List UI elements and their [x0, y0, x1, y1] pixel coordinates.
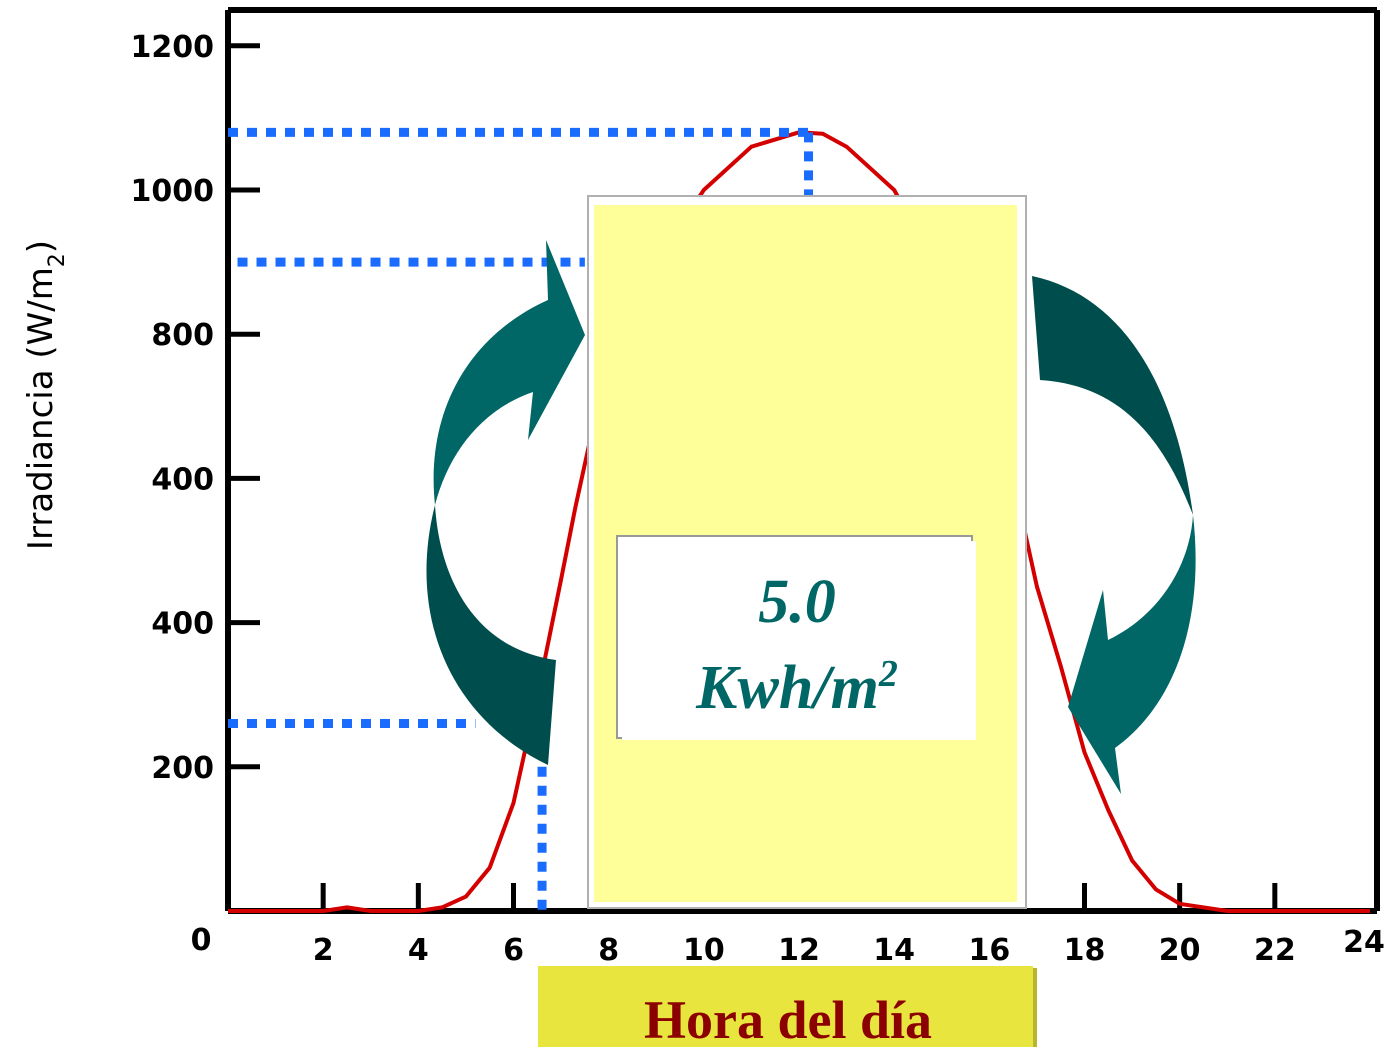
- y-axis-title-end: ): [21, 240, 61, 253]
- x-tick-label: 14: [873, 933, 915, 968]
- y-axis-title-sub: 2: [45, 253, 70, 267]
- x-tick-label: 18: [1064, 933, 1106, 968]
- x-axis-title: Hora del día: [644, 990, 932, 1047]
- x-tick-label: 4: [408, 933, 429, 968]
- x-tick-label: 12: [778, 933, 820, 968]
- x-tick-label: 24: [1343, 925, 1385, 960]
- right-curved-arrow: [1032, 276, 1196, 794]
- y-tick-label: 1200: [131, 30, 215, 65]
- x-tick-label: 16: [968, 933, 1010, 968]
- left-curved-arrow: [426, 240, 585, 765]
- kwh-unit-text: Kwh/m: [695, 654, 879, 722]
- y-tick-label: 400: [151, 462, 214, 497]
- y-axis-title-main: Irradiancia (W/m: [21, 267, 61, 550]
- series-layer: [228, 130, 1370, 913]
- x-tick-label: 0: [191, 923, 212, 958]
- kwh-label-box: [622, 541, 976, 740]
- y-axis-title: Irradiancia (W/m2): [21, 240, 70, 550]
- y-tick-label: 800: [151, 318, 214, 353]
- left-arrow-upper: [433, 240, 585, 505]
- x-tick-label: 20: [1159, 933, 1201, 968]
- y-tick-label: 200: [151, 751, 214, 786]
- kwh-unit-sup: 2: [878, 653, 898, 695]
- kwh-unit: Kwh/m2: [695, 653, 898, 722]
- y-tick-label: 400: [151, 607, 214, 642]
- y-axis-ticks: 200 400 400 800 1000 1200: [131, 30, 260, 786]
- x-tick-label: 22: [1254, 933, 1296, 968]
- xlabel-box: [538, 966, 1033, 1047]
- right-arrow-upper: [1032, 276, 1193, 515]
- x-tick-label: 6: [503, 933, 524, 968]
- x-axis-ticks: 0 2 4 6 8 10 12 14 16 18 20 22 24: [191, 883, 1385, 968]
- x-tick-label: 2: [313, 933, 334, 968]
- kwh-value: 5.0: [758, 568, 836, 636]
- guide-lines: [228, 127, 814, 911]
- right-arrow-lower: [1068, 515, 1196, 794]
- x-tick-label: 8: [598, 933, 619, 968]
- left-arrow-lower: [426, 505, 556, 765]
- y-tick-label: 1000: [131, 174, 215, 209]
- irradiance-curve: [228, 130, 1370, 913]
- x-tick-label: 10: [683, 933, 725, 968]
